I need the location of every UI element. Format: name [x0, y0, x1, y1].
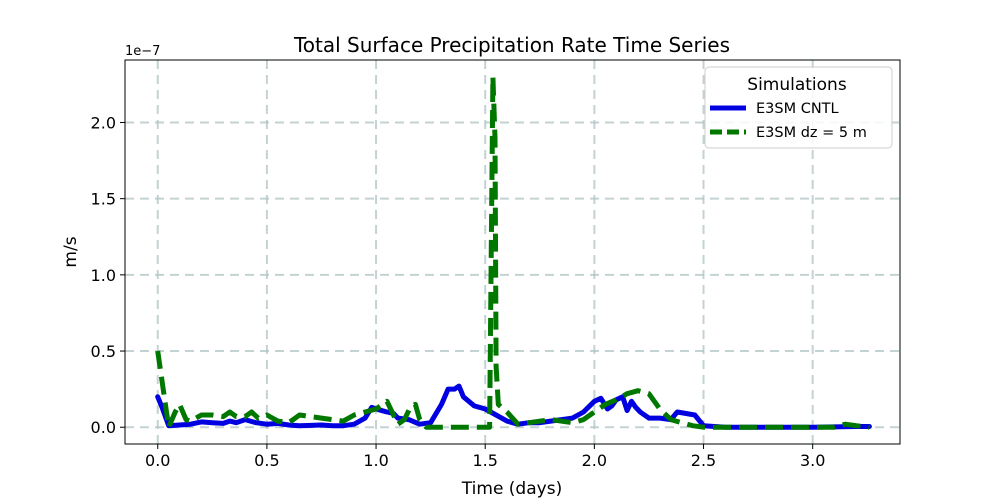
y-tick-label-2-0: 2.0: [91, 113, 116, 132]
series-line-e3sm-dz-5-m: [155, 74, 870, 430]
series-line-e3sm-cntl: [155, 383, 872, 430]
plot-frame: [124, 59, 901, 445]
legend: Simulations E3SM CNTL E3SM dz = 5 m: [704, 66, 893, 149]
x-tick-label-1-0: 1.0: [363, 451, 388, 470]
y-tick-label-0-5: 0.5: [91, 342, 116, 361]
y-tick-label-0-0: 0.0: [91, 418, 116, 437]
y-axis-label: m/s: [61, 236, 81, 267]
x-tick-label-3-0: 3.0: [800, 451, 825, 470]
x-tick-label-2-0: 2.0: [582, 451, 607, 470]
chart-title: Total Surface Precipitation Rate Time Se…: [293, 33, 730, 57]
y-tick-label-1-5: 1.5: [91, 190, 116, 209]
legend-label-e3sm-dz-5m: E3SM dz = 5 m: [756, 125, 867, 141]
legend-label-e3sm-cntl: E3SM CNTL: [756, 101, 839, 117]
y-axis-offset-label: 1e−7: [125, 44, 160, 59]
y-tick-label-1-0: 1.0: [91, 266, 116, 285]
x-tick-label-0-5: 0.5: [254, 451, 279, 470]
legend-title: Simulations: [747, 75, 847, 95]
x-tick-label-0-0: 0.0: [145, 451, 170, 470]
x-tick-label-1-5: 1.5: [472, 451, 497, 470]
legend-box: [704, 66, 893, 149]
y-axis-ticks: 0.0 0.5 1.0 1.5 2.0: [91, 113, 125, 437]
plot-lines: [155, 74, 872, 430]
x-axis-ticks: 0.0 0.5 1.0 1.5 2.0 2.5 3.0: [145, 444, 825, 470]
x-axis-label: Time (days): [461, 479, 562, 499]
x-tick-label-2-5: 2.5: [691, 451, 716, 470]
